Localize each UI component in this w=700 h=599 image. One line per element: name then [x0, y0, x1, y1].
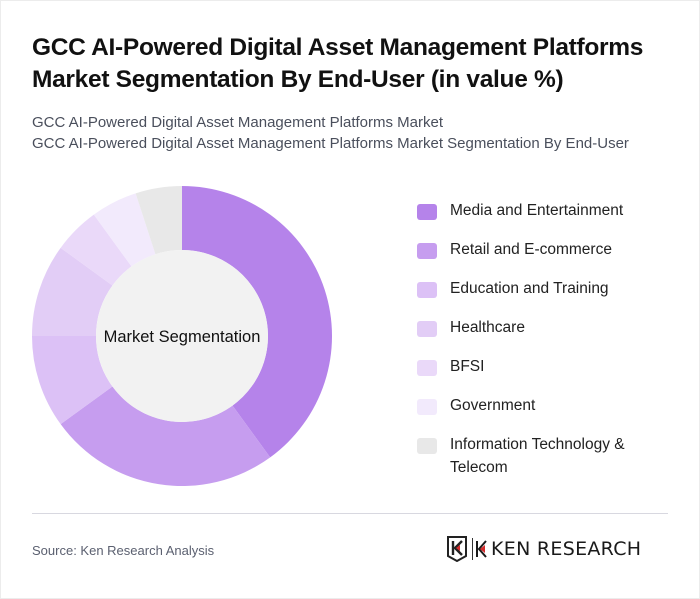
legend-swatch — [417, 399, 437, 415]
legend-label: Retail and E-commerce — [450, 241, 612, 258]
donut-slice[interactable] — [32, 247, 113, 336]
subtitle-line-1: GCC AI-Powered Digital Asset Management … — [32, 114, 443, 131]
donut-slice[interactable] — [60, 214, 132, 286]
ken-research-logo-icon — [447, 536, 467, 562]
donut-chart: Market Segmentation — [32, 186, 332, 486]
legend-item[interactable]: Media and Entertainment — [417, 199, 677, 222]
legend-item[interactable]: Government — [417, 394, 677, 417]
legend-item[interactable]: Information Technology & Telecom — [417, 433, 677, 479]
donut-slice[interactable] — [32, 336, 113, 425]
ken-research-logo: KEN RESEARCH — [447, 536, 641, 562]
donut-slice[interactable] — [182, 186, 332, 458]
subtitle-line-2: GCC AI-Powered Digital Asset Management … — [32, 135, 629, 152]
legend-swatch — [417, 204, 437, 220]
source-note: Source: Ken Research Analysis — [32, 543, 215, 558]
logo-separator — [472, 538, 473, 560]
legend-swatch — [417, 282, 437, 298]
legend-label: Information Technology & Telecom — [450, 436, 625, 476]
legend-label: BFSI — [450, 358, 485, 375]
legend-label: Media and Entertainment — [450, 202, 624, 219]
legend-item[interactable]: Healthcare — [417, 316, 677, 339]
legend-swatch — [417, 360, 437, 376]
footer-divider — [32, 513, 668, 514]
logo-text: KEN RESEARCH — [491, 538, 642, 560]
logo-k-mark-icon — [476, 540, 487, 558]
legend-label: Healthcare — [450, 319, 525, 336]
legend-swatch — [417, 438, 437, 454]
legend-label: Government — [450, 397, 536, 414]
donut-slices — [32, 186, 332, 486]
legend-label: Education and Training — [450, 280, 609, 297]
donut-center-label: Market Segmentation — [104, 328, 261, 346]
donut-slice[interactable] — [60, 386, 271, 486]
legend-item[interactable]: BFSI — [417, 355, 677, 378]
legend-item[interactable]: Education and Training — [417, 277, 677, 300]
chart-subtitle: GCC AI-Powered Digital Asset Management … — [32, 112, 682, 154]
chart-legend: Media and Entertainment Retail and E-comm… — [417, 199, 677, 495]
legend-swatch — [417, 321, 437, 337]
donut-slice[interactable] — [135, 186, 182, 255]
donut-slice[interactable] — [93, 193, 156, 267]
chart-title: GCC AI-Powered Digital Asset Management … — [32, 34, 644, 93]
donut-center — [96, 250, 268, 422]
legend-swatch — [417, 243, 437, 259]
legend-item[interactable]: Retail and E-commerce — [417, 238, 677, 261]
